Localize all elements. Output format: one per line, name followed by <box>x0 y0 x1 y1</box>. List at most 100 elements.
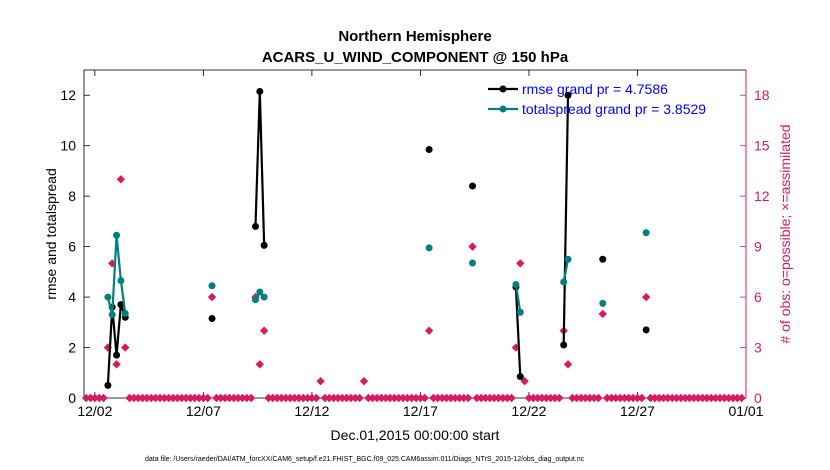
chart-title: Northern Hemisphere <box>338 28 491 45</box>
obs-marker-zero <box>628 393 638 403</box>
obs-marker-zero <box>524 393 534 403</box>
y2-tick-label: 9 <box>754 239 762 255</box>
obs-marker-zero <box>698 393 707 403</box>
obs-marker-zero <box>472 393 482 403</box>
spread-point <box>121 309 129 317</box>
y2-axis-label: # of obs: o=possible; ×=assimilated <box>777 124 793 343</box>
obs-marker-zero <box>216 393 225 403</box>
obs-marker-zero <box>537 393 547 403</box>
obs-marker-zero <box>446 393 456 403</box>
obs-marker-zero <box>411 393 421 403</box>
obs-marker-zero <box>429 393 438 403</box>
obs-marker-zero <box>181 393 191 403</box>
y2-tick-label: 6 <box>754 289 762 305</box>
rmse-point <box>251 222 259 230</box>
obs-marker-zero <box>264 393 273 403</box>
obs-marker-zero <box>190 393 199 403</box>
rmse-point <box>117 301 125 309</box>
spread-point <box>108 311 116 319</box>
obs-marker-zero <box>368 393 377 403</box>
obs-marker-zero <box>663 393 673 403</box>
rmse-point <box>516 373 524 381</box>
obs-marker-zero <box>299 393 308 403</box>
obs-marker-zero <box>90 393 100 403</box>
obs-marker-zero <box>529 393 538 403</box>
rmse-point <box>425 145 433 153</box>
obs-marker <box>520 376 529 386</box>
chart-subtitle: ACARS_U_WIND_COMPONENT @ 150 hPa <box>262 49 569 66</box>
obs-marker-zero <box>689 393 699 403</box>
obs-marker-zero <box>338 393 347 403</box>
obs-marker-zero <box>134 393 143 403</box>
x-tick-label: 12/27 <box>620 403 655 419</box>
y-tick-label: 8 <box>68 188 76 204</box>
obs-marker-zero <box>611 393 620 403</box>
obs-marker-zero <box>86 393 95 403</box>
spread-point <box>560 278 568 286</box>
y-tick-label: 10 <box>60 138 76 154</box>
legend-marker-rmse <box>499 85 507 93</box>
rmse-line <box>562 95 570 346</box>
obs-marker-zero <box>737 393 746 403</box>
obs-marker-zero <box>194 393 204 403</box>
obs-marker-zero <box>533 393 542 403</box>
rmse-point <box>469 182 477 190</box>
obs-marker-zero <box>94 393 104 403</box>
obs-marker <box>259 326 269 335</box>
obs-marker-zero <box>285 393 295 403</box>
obs-marker-zero <box>233 393 243 403</box>
obs-marker-zero <box>707 393 716 403</box>
obs-marker-zero <box>711 393 720 403</box>
spread-point <box>642 229 650 237</box>
obs-marker-zero <box>203 393 212 403</box>
obs-marker-zero <box>607 393 616 403</box>
spread-point <box>599 299 607 307</box>
obs-marker-zero <box>694 393 703 403</box>
rmse-point <box>256 87 264 95</box>
obs-marker-zero <box>602 393 612 403</box>
y-tick-label: 12 <box>60 87 76 103</box>
obs-marker <box>316 376 325 386</box>
obs-marker-zero <box>681 393 690 403</box>
obs-marker-zero <box>668 393 677 403</box>
obs-marker-zero <box>151 393 160 403</box>
obs-marker-zero <box>416 393 425 403</box>
obs-marker-zero <box>277 393 286 403</box>
obs-marker-zero <box>320 393 330 403</box>
obs-marker-zero <box>572 393 581 403</box>
obs-marker-zero <box>581 393 590 403</box>
rmse-point <box>560 341 568 349</box>
spread-point <box>260 293 268 301</box>
obs-marker-zero <box>351 393 360 403</box>
spread-point <box>512 280 520 288</box>
obs-marker-zero <box>589 393 599 403</box>
y-tick-label: 2 <box>68 340 76 356</box>
obs-marker-zero <box>490 393 499 403</box>
obs-marker-zero <box>594 393 603 403</box>
obs-marker-zero <box>229 393 238 403</box>
obs-marker-zero <box>268 393 278 403</box>
rmse-point <box>104 381 112 389</box>
obs-marker-zero <box>147 393 156 403</box>
spread-line <box>514 284 522 313</box>
obs-marker-zero <box>494 393 503 403</box>
obs-marker <box>511 343 521 352</box>
obs-marker-zero <box>307 393 317 403</box>
obs-marker-zero <box>381 393 390 403</box>
data-file-footnote: data file: /Users/raeder/DAI/ATM_forcXX/… <box>145 456 585 463</box>
obs-marker-zero <box>550 393 560 403</box>
legend-label-spread: totalspread grand pr = 3.8529 <box>522 101 706 117</box>
obs-marker <box>468 242 477 251</box>
spread-point <box>113 231 121 239</box>
spread-point <box>117 277 125 285</box>
rmse-point <box>113 351 121 359</box>
obs-marker-zero <box>463 393 473 403</box>
obs-marker-zero <box>177 393 186 403</box>
spread-point <box>469 259 477 267</box>
obs-marker-zero <box>546 393 555 403</box>
obs-marker-zero <box>724 393 733 403</box>
y-axis-label: rmse and totalspread <box>43 168 59 300</box>
obs-marker-zero <box>568 393 577 403</box>
rmse-point <box>642 326 650 334</box>
rmse-point <box>260 241 268 249</box>
